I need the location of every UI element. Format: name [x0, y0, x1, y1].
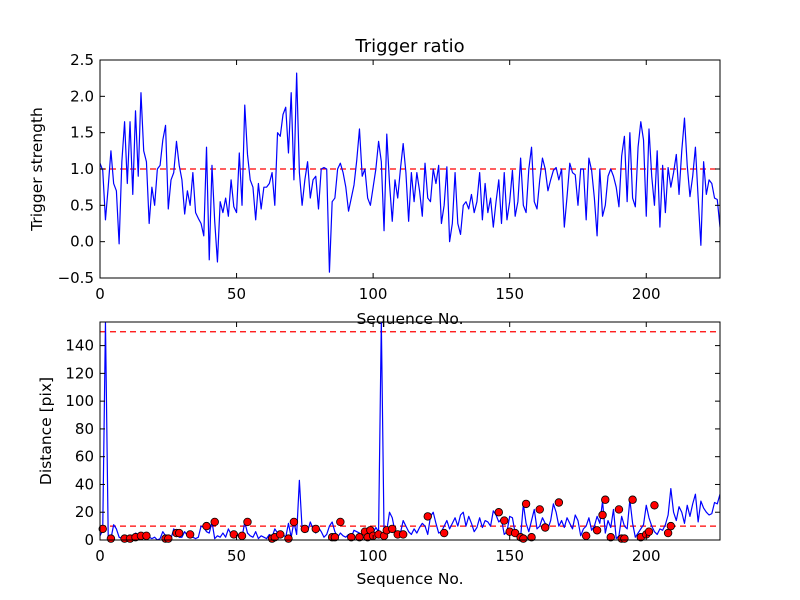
marker-point — [439, 528, 449, 538]
marker-point — [175, 528, 184, 538]
trigger-ratio-chart: Trigger ratio Sequence No. Trigger stren… — [28, 36, 721, 328]
y-tick-label: 120 — [65, 364, 94, 382]
y-tick-label: 140 — [65, 337, 94, 355]
y-axis-label: Distance [pix] — [37, 377, 55, 485]
marker-point — [336, 517, 345, 527]
marker-point — [164, 534, 173, 543]
marker-point — [284, 534, 293, 543]
marker-point — [347, 533, 356, 542]
y-tick-label: 100 — [65, 392, 94, 410]
marker-point — [311, 524, 320, 534]
y-axis-label: Trigger strength — [28, 107, 46, 232]
marker-point — [527, 533, 536, 542]
x-tick-label: 100 — [359, 547, 388, 565]
marker-point — [540, 523, 550, 532]
marker-point — [330, 533, 340, 542]
marker-point — [614, 505, 624, 514]
marker-point — [628, 495, 637, 504]
marker-point — [500, 516, 509, 525]
marker-point — [229, 530, 239, 539]
y-tick-label: 60 — [75, 448, 94, 466]
x-tick-label: 50 — [227, 285, 246, 303]
marker-point — [620, 534, 629, 543]
marker-point — [276, 530, 285, 539]
y-tick-label: 0 — [84, 531, 94, 549]
marker-point — [494, 508, 503, 517]
marker-point — [398, 530, 408, 539]
marker-point — [388, 524, 397, 534]
marker-point — [598, 510, 607, 520]
x-tick-label: 100 — [359, 285, 388, 303]
marker-point — [202, 521, 211, 531]
marker-point — [666, 521, 676, 531]
x-tick-label: 200 — [632, 547, 661, 565]
y-tick-label: 1.5 — [70, 124, 94, 142]
marker-point — [521, 499, 531, 509]
marker-point — [644, 527, 654, 536]
y-tick-label: 0.0 — [70, 233, 94, 251]
y-tick-label: 2.0 — [70, 87, 94, 105]
y-tick-label: 40 — [75, 475, 94, 493]
chart-title: Trigger ratio — [354, 36, 464, 57]
marker-point — [554, 498, 564, 507]
marker-point — [210, 517, 219, 527]
marker-point — [289, 517, 299, 527]
marker-point — [300, 524, 310, 534]
y-tick-label: 20 — [75, 503, 94, 521]
marker-point — [650, 501, 659, 510]
marker-point — [510, 528, 520, 538]
marker-point — [519, 534, 528, 543]
marker-point — [423, 512, 432, 521]
marker-point — [601, 495, 610, 504]
y-tick-label: 80 — [75, 420, 94, 438]
marker-point — [243, 517, 252, 527]
distance-chart: Sequence No. Distance [pix] 0 50 100 150 200… — [37, 321, 721, 588]
x-tick-label: 150 — [495, 285, 524, 303]
marker-point — [535, 505, 544, 514]
marker-point — [185, 530, 195, 539]
marker-point — [106, 534, 116, 543]
x-tick-label: 200 — [632, 285, 661, 303]
y-tick-label: 0.5 — [70, 196, 94, 214]
marker-point — [606, 533, 615, 542]
marker-point — [581, 531, 591, 541]
y-tick-label: 1.0 — [70, 160, 94, 178]
x-tick-label: 150 — [495, 547, 524, 565]
y-tick-label: −0.5 — [58, 269, 94, 287]
marker-point — [663, 528, 673, 538]
marker-point — [98, 524, 107, 534]
marker-point — [355, 533, 364, 542]
y-tick-label: 2.5 — [70, 51, 94, 69]
x-axis-label: Sequence No. — [356, 310, 463, 328]
marker-point — [142, 531, 151, 541]
x-tick-label: 0 — [95, 285, 105, 303]
x-tick-label: 0 — [95, 547, 105, 565]
x-axis-label: Sequence No. — [356, 570, 463, 588]
series-line — [100, 72, 720, 273]
x-tick-label: 50 — [227, 547, 246, 565]
axes-frame — [99, 321, 721, 541]
marker-point — [237, 531, 247, 541]
marker-point — [592, 526, 602, 535]
